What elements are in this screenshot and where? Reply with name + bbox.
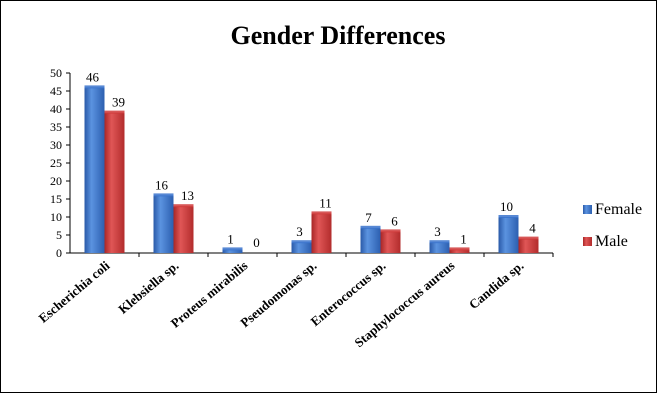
bar-male-4	[380, 231, 401, 253]
bar-male-6	[518, 238, 539, 253]
bar-female-2	[222, 249, 243, 253]
data-label-female: 10	[500, 199, 513, 214]
bar-male-3	[311, 213, 332, 253]
y-tick-label: 20	[50, 174, 62, 188]
data-label-male: 0	[253, 235, 260, 250]
data-label-male: 11	[319, 195, 332, 210]
y-tick-label: 35	[50, 120, 62, 134]
bar-female-5	[429, 242, 450, 253]
y-tick-label: 5	[56, 228, 62, 242]
bar-top-female-1	[153, 193, 174, 197]
data-label-male: 6	[391, 213, 398, 228]
bar-top-female-5	[429, 240, 450, 244]
legend-label-male: Male	[595, 233, 628, 250]
y-tick-label: 0	[56, 246, 62, 260]
bar-female-0	[84, 87, 105, 254]
bar-top-male-3	[311, 211, 332, 215]
bar-male-5	[449, 249, 470, 253]
category-label: Escherichia coli	[36, 258, 113, 326]
y-tick-label: 40	[50, 102, 62, 116]
legend-swatch-female	[583, 205, 592, 214]
bar-top-female-0	[84, 85, 105, 89]
category-label: Candida sp.	[466, 258, 527, 312]
legend-swatch-male	[583, 237, 592, 246]
legend-label-female: Female	[595, 201, 642, 218]
bar-female-3	[291, 242, 312, 253]
bar-male-0	[104, 112, 125, 253]
bar-top-male-0	[104, 110, 125, 114]
bar-male-1	[173, 206, 194, 253]
data-label-female: 1	[227, 231, 234, 246]
category-labels: Escherichia coli Klebsiella sp.Proteus mi…	[36, 258, 527, 351]
bar-top-female-2	[222, 247, 243, 251]
data-label-female: 46	[86, 69, 100, 84]
y-axis-ticks: 0 5 10 15 20 25 30 35 40 45 50	[50, 66, 70, 260]
data-label-male: 39	[112, 95, 125, 110]
bar-female-1	[153, 195, 174, 253]
data-label-female: 7	[365, 210, 372, 225]
y-tick-label: 25	[50, 156, 62, 170]
y-tick-label: 45	[50, 84, 62, 98]
y-tick-label: 10	[50, 210, 62, 224]
category-label: Klebsiella sp.	[115, 258, 181, 317]
data-label-male: 1	[460, 231, 467, 246]
bar-top-male-5	[449, 247, 470, 251]
chart-title: Gender Differences	[231, 21, 446, 50]
data-label-female: 16	[155, 177, 169, 192]
legend: Female Male	[583, 201, 642, 250]
y-tick-label: 50	[50, 66, 62, 80]
bar-female-4	[360, 227, 381, 253]
bar-female-6	[498, 217, 519, 253]
bars	[84, 85, 554, 257]
bar-top-male-6	[518, 236, 539, 240]
y-tick-label: 30	[50, 138, 62, 152]
data-label-male: 13	[181, 188, 194, 203]
data-label-female: 3	[434, 224, 441, 239]
y-tick-label: 15	[50, 192, 62, 206]
bar-top-male-1	[173, 204, 194, 208]
data-label-female: 3	[296, 224, 303, 239]
bar-top-female-3	[291, 240, 312, 244]
bar-top-female-6	[498, 215, 519, 218]
bar-top-female-4	[360, 225, 381, 229]
bar-top-male-4	[380, 229, 401, 233]
data-label-male: 4	[529, 221, 536, 236]
